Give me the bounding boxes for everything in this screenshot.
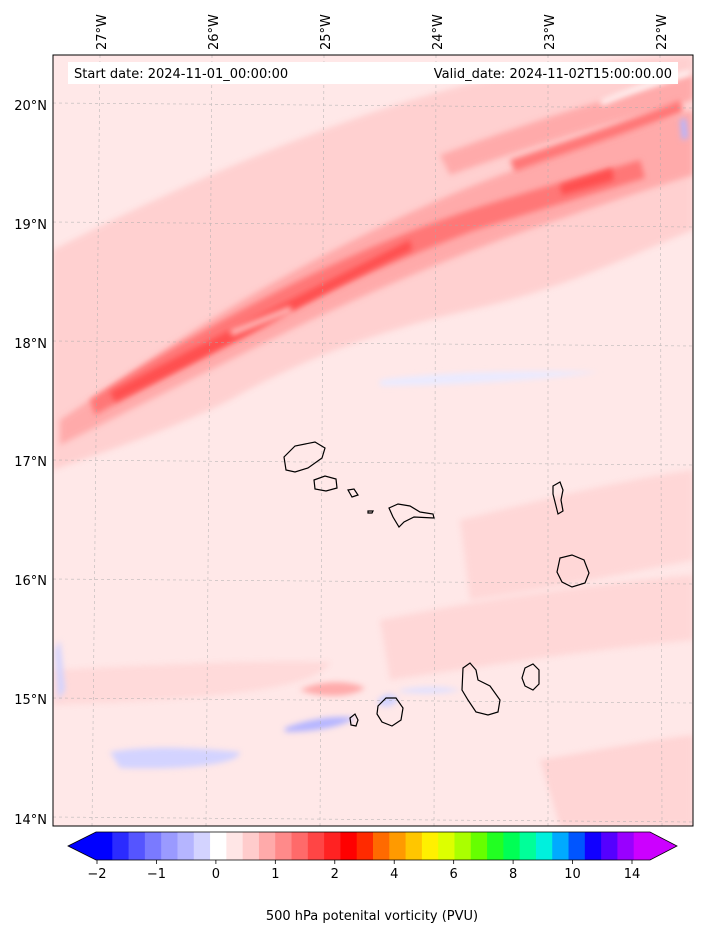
island-boa-vista — [556, 554, 590, 588]
colorbar-swatch — [291, 832, 309, 860]
colorbar-label: 500 hPa potenital vorticity (PVU) — [266, 909, 478, 924]
lon-label-25w: 25°W — [319, 14, 334, 50]
colorbar-swatch — [454, 832, 472, 860]
latitude-labels: 20°N 19°N 18°N 17°N 16°N 15°N 14°N — [14, 99, 47, 828]
colorbar-swatch — [258, 832, 276, 860]
valid-date-text: Valid_date: 2024-11-02T15:00:00.00 — [434, 67, 672, 82]
colorbar-swatch — [177, 832, 195, 860]
lat-label-16n: 16°N — [14, 574, 47, 589]
longitude-labels: 27°W 26°W 25°W 24°W 23°W 22°W — [95, 14, 670, 50]
lat-label-14n: 14°N — [14, 813, 47, 828]
colorbar-swatch — [568, 832, 586, 860]
gridlines — [53, 55, 693, 826]
colorbar-tick-label: 6 — [450, 867, 458, 882]
colorbar-tick-label: 8 — [509, 867, 517, 882]
lon-label-27w: 27°W — [95, 14, 110, 50]
lat-label-17n: 17°N — [14, 455, 47, 470]
colorbar: −2 −1 0 1 2 4 6 8 10 14 — [67, 831, 678, 882]
map-frame — [52, 54, 694, 827]
islands — [283, 441, 590, 727]
colorbar-swatch — [373, 832, 390, 860]
colorbar-swatch — [242, 832, 260, 860]
lon-label-22w: 22°W — [655, 14, 670, 50]
colorbar-swatch — [324, 832, 341, 860]
colorbar-swatch — [275, 832, 293, 860]
colorbar-tick-label: −1 — [147, 867, 166, 882]
lat-label-18n: 18°N — [14, 337, 47, 352]
colorbar-swatch — [112, 832, 130, 860]
colorbar-swatch — [470, 832, 488, 860]
colorbar-outline — [67, 831, 678, 861]
colorbar-swatch — [128, 832, 146, 860]
island-sao-nicolau — [388, 503, 435, 528]
colorbar-swatch — [405, 832, 423, 860]
colorbar-swatch — [584, 832, 602, 860]
colorbar-swatch — [438, 832, 455, 860]
colorbar-swatch — [503, 832, 521, 860]
colorbar-swatch — [144, 832, 162, 860]
colorbar-swatch — [210, 832, 227, 860]
lon-label-23w: 23°W — [543, 14, 558, 50]
colorbar-swatch — [356, 832, 374, 860]
pv-field-negative — [55, 118, 688, 769]
island-brava — [349, 713, 359, 727]
colorbar-swatch — [487, 832, 504, 860]
colorbar-swatch — [340, 832, 358, 860]
island-santo-antao — [283, 441, 326, 473]
map-panel: Start date: 2024-11-01_00:00:00 Valid_da… — [53, 55, 693, 826]
colorbar-swatch — [519, 832, 537, 860]
colorbar-swatch — [535, 832, 553, 860]
colorbar-swatch — [601, 832, 618, 860]
lon-label-26w: 26°W — [207, 14, 222, 50]
lat-label-19n: 19°N — [14, 218, 47, 233]
colorbar-tick-label: 14 — [624, 867, 641, 882]
colorbar-tick-label: 1 — [271, 867, 279, 882]
island-branco — [367, 510, 374, 514]
colorbar-swatch — [193, 832, 211, 860]
island-santiago — [461, 662, 501, 716]
island-sao-vicente — [313, 475, 338, 492]
colorbar-swatch — [226, 832, 244, 860]
header-box — [68, 62, 678, 84]
island-fogo — [376, 697, 404, 727]
colorbar-swatch — [552, 832, 570, 860]
lat-label-20n: 20°N — [14, 99, 47, 114]
colorbar-swatch — [389, 832, 407, 860]
colorbar-swatch — [633, 832, 651, 860]
colorbar-swatch — [307, 832, 325, 860]
colorbar-tick-label: −2 — [87, 867, 106, 882]
lon-label-24w: 24°W — [431, 14, 446, 50]
island-maio — [521, 663, 540, 691]
lat-label-15n: 15°N — [14, 693, 47, 708]
colorbar-over-arrow — [650, 832, 677, 860]
colorbar-under-arrow — [68, 832, 96, 860]
colorbar-tick-label: 10 — [564, 867, 581, 882]
colorbar-tick-label: 0 — [212, 867, 220, 882]
island-sal — [552, 481, 564, 515]
start-date-text: Start date: 2024-11-01_00:00:00 — [74, 67, 288, 82]
colorbar-tick-label: 2 — [331, 867, 339, 882]
island-santa-luzia — [347, 488, 359, 498]
colorbar-swatch — [617, 832, 635, 860]
colorbar-swatch — [161, 832, 178, 860]
colorbar-tick-label: 4 — [390, 867, 398, 882]
colorbar-swatch — [96, 832, 113, 860]
colorbar-swatch — [421, 832, 439, 860]
